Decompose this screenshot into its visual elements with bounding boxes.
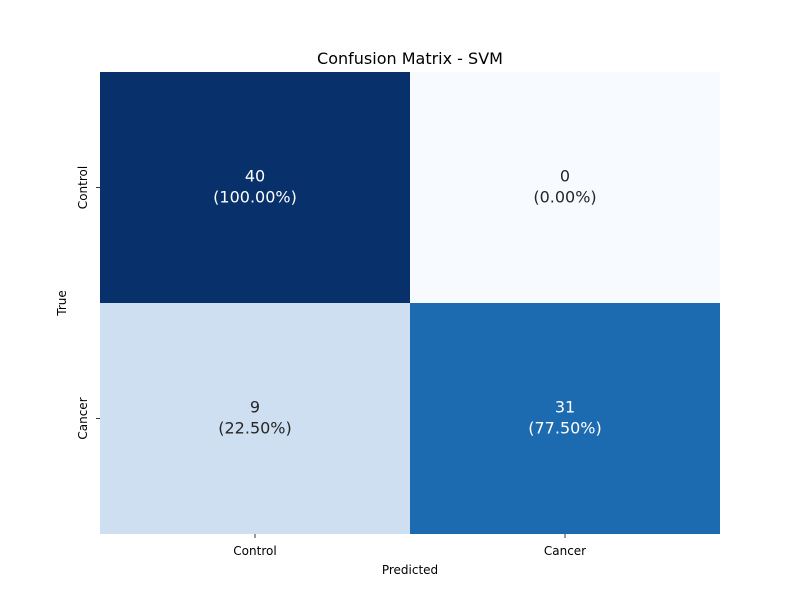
cell-annotation-0-0: 40 (100.00%) bbox=[213, 167, 297, 207]
x-tick-label-1: Cancer bbox=[544, 544, 586, 558]
y-tick-label-0: Control bbox=[76, 166, 90, 209]
y-axis-label: True bbox=[55, 290, 69, 317]
x-axis-label: Predicted bbox=[382, 563, 438, 577]
heatmap-cell-0-0 bbox=[100, 72, 410, 303]
cell-annotation-0-1: 0 (0.00%) bbox=[533, 167, 596, 207]
y-axis: Control Cancer bbox=[76, 166, 100, 440]
cell-annotation-1-1: 31 (77.50%) bbox=[528, 398, 602, 438]
heatmap-cell-1-1 bbox=[410, 303, 720, 534]
chart-title: Confusion Matrix - SVM bbox=[317, 49, 503, 68]
cell-annotation-1-0: 9 (22.50%) bbox=[218, 398, 292, 438]
heatmap-cell-labels: 40 (100.00%) 0 (0.00%) 9 (22.50%) 31 (77.50%) bbox=[213, 167, 602, 438]
y-tick-label-1: Cancer bbox=[76, 397, 90, 439]
heatmap-cell-1-0 bbox=[100, 303, 410, 534]
heatmap-cells bbox=[100, 72, 720, 534]
x-axis: Control Cancer bbox=[233, 534, 586, 558]
heatmap-cell-0-1 bbox=[410, 72, 720, 303]
x-tick-label-0: Control bbox=[233, 544, 276, 558]
